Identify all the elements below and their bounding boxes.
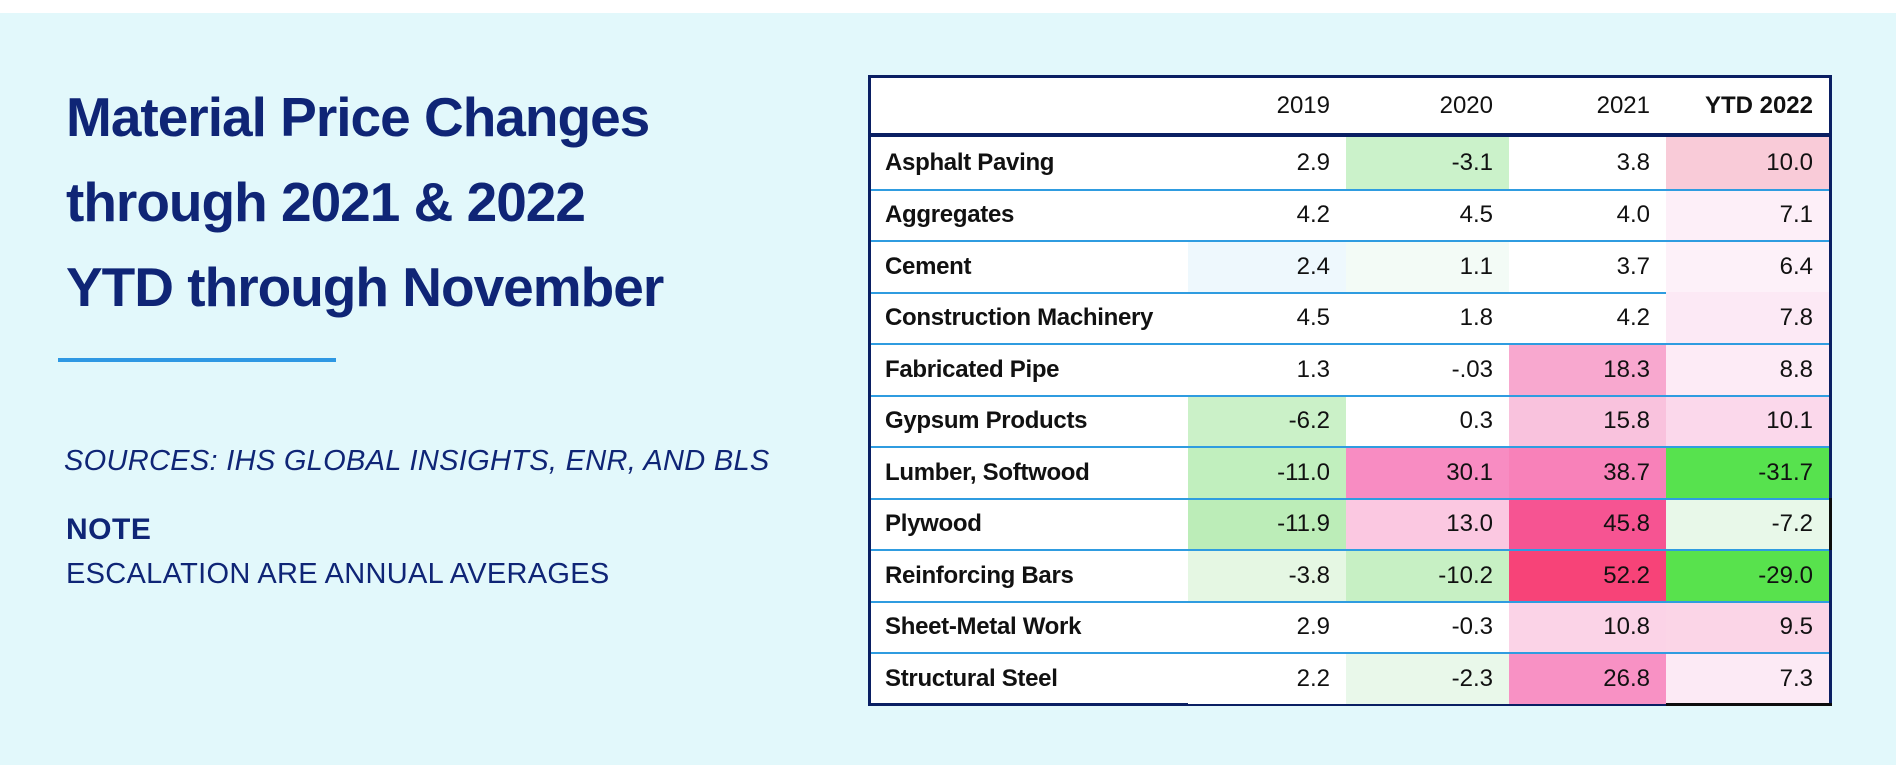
table-row: Structural Steel 2.2 -2.3 26.8 7.3: [871, 652, 1829, 704]
value-cell: -3.8: [1188, 549, 1346, 601]
value-cell: 45.8: [1509, 497, 1666, 549]
value-cell: -31.7: [1666, 446, 1829, 498]
table-row: Aggregates 4.2 4.5 4.0 7.1: [871, 188, 1829, 241]
sources-text: SOURCES: IHS GLOBAL INSIGHTS, ENR, AND B…: [64, 445, 770, 477]
material-name-cell: Plywood: [871, 497, 1188, 550]
value-cell: -3.1: [1346, 137, 1509, 189]
value-cell: -29.0: [1666, 549, 1829, 601]
material-name-cell: Asphalt Paving: [885, 148, 1055, 176]
table-row: Construction Machinery 4.5 1.8 4.2 7.8: [871, 291, 1829, 344]
value-cell: 4.5: [1188, 291, 1346, 343]
material-name-cell: Construction Machinery: [871, 291, 1188, 344]
table-row: Cement 2.4 1.1 3.7 6.4: [871, 240, 1829, 292]
price-table: 2019 2020 2021 YTD 2022 Asphalt Paving 2.9 -3…: [868, 75, 1832, 706]
value-cell: 4.0: [1509, 188, 1666, 240]
value-cell: -7.2: [1666, 497, 1829, 549]
title-line-2: through 2021 & 2022: [66, 171, 586, 233]
table-header-row: 2019 2020 2021 YTD 2022: [871, 78, 1829, 137]
title-line-3: YTD through November: [66, 256, 664, 318]
value-cell: 7.1: [1666, 188, 1829, 240]
value-cell: 7.3: [1666, 652, 1829, 704]
value-cell: 10.0: [1666, 137, 1829, 189]
table-border-artifact-bottom: [1666, 703, 1832, 706]
title-divider: [58, 358, 336, 362]
value-cell: 8.8: [1666, 343, 1829, 395]
value-cell: 52.2: [1509, 549, 1666, 601]
value-cell: 2.4: [1188, 240, 1346, 292]
note-label: NOTE: [66, 513, 152, 546]
value-cell: -2.3: [1346, 652, 1509, 704]
value-cell: -10.2: [1346, 549, 1509, 601]
value-cell: 26.8: [1509, 652, 1666, 704]
table-body: Asphalt Paving 2.9 -3.1 3.8 10.0 Aggregates 4.…: [871, 137, 1829, 704]
value-cell: -.03: [1346, 343, 1509, 395]
value-cell: 1.8: [1346, 291, 1509, 343]
value-cell: 7.8: [1666, 291, 1829, 343]
column-header: 2020: [1439, 91, 1493, 119]
value-cell: -0.3: [1346, 600, 1509, 652]
value-cell: 0.3: [1346, 394, 1509, 446]
background-panel: Material Price Changes through 2021 & 20…: [0, 13, 1896, 765]
table-row: Plywood -11.9 13.0 45.8 -7.2: [871, 497, 1829, 550]
value-cell: 2.2: [1188, 652, 1346, 704]
value-cell: 3.8: [1509, 137, 1666, 189]
value-cell: 2.9: [1188, 600, 1346, 652]
value-cell: 4.2: [1188, 188, 1346, 240]
value-cell: 2.9: [1188, 137, 1346, 189]
value-cell: -6.2: [1188, 394, 1346, 446]
table-row: Sheet-Metal Work 2.9 -0.3 10.8 9.5: [871, 600, 1829, 653]
value-cell: 13.0: [1346, 497, 1509, 549]
value-cell: 4.2: [1509, 291, 1666, 343]
note-text: ESCALATION ARE ANNUAL AVERAGES: [66, 558, 610, 590]
column-header: 2021: [1596, 91, 1650, 119]
value-cell: 1.3: [1188, 343, 1346, 395]
table-row: Lumber, Softwood -11.0 30.1 38.7 -31.7: [871, 446, 1829, 498]
material-name-cell: Fabricated Pipe: [871, 343, 1188, 395]
value-cell: 10.1: [1666, 394, 1829, 446]
page-title: Material Price Changes through 2021 & 20…: [66, 75, 664, 330]
table-row: Fabricated Pipe 1.3 -.03 18.3 8.8: [871, 343, 1829, 395]
column-header: [871, 78, 1188, 133]
value-cell: -11.0: [1188, 446, 1346, 498]
material-name-cell: Aggregates: [871, 188, 1188, 241]
value-cell: 3.7: [1509, 240, 1666, 292]
value-cell: 15.8: [1509, 394, 1666, 446]
material-name-cell: Lumber, Softwood: [871, 446, 1188, 498]
table-row: Asphalt Paving 2.9 -3.1 3.8 10.0: [871, 137, 1829, 189]
value-cell: 6.4: [1666, 240, 1829, 292]
value-cell: 4.5: [1346, 188, 1509, 240]
material-name-cell: Cement: [871, 240, 1188, 292]
material-name-cell: Gypsum Products: [871, 394, 1188, 447]
column-header: 2019: [1276, 91, 1330, 119]
material-name-cell: Structural Steel: [871, 652, 1188, 704]
value-cell: 10.8: [1509, 600, 1666, 652]
value-cell: 9.5: [1666, 600, 1829, 652]
table-border-artifact-right: [1829, 498, 1832, 550]
table-row: Reinforcing Bars -3.8 -10.2 52.2 -29.0: [871, 549, 1829, 601]
title-line-1: Material Price Changes: [66, 86, 650, 148]
material-name-cell: Sheet-Metal Work: [871, 600, 1188, 653]
column-header: YTD 2022: [1704, 91, 1813, 119]
value-cell: 18.3: [1509, 343, 1666, 395]
value-cell: -11.9: [1188, 497, 1346, 549]
material-name-cell: Reinforcing Bars: [871, 549, 1188, 601]
table-row: Gypsum Products -6.2 0.3 15.8 10.1: [871, 394, 1829, 447]
value-cell: 1.1: [1346, 240, 1509, 292]
value-cell: 30.1: [1346, 446, 1509, 498]
value-cell: 38.7: [1509, 446, 1666, 498]
